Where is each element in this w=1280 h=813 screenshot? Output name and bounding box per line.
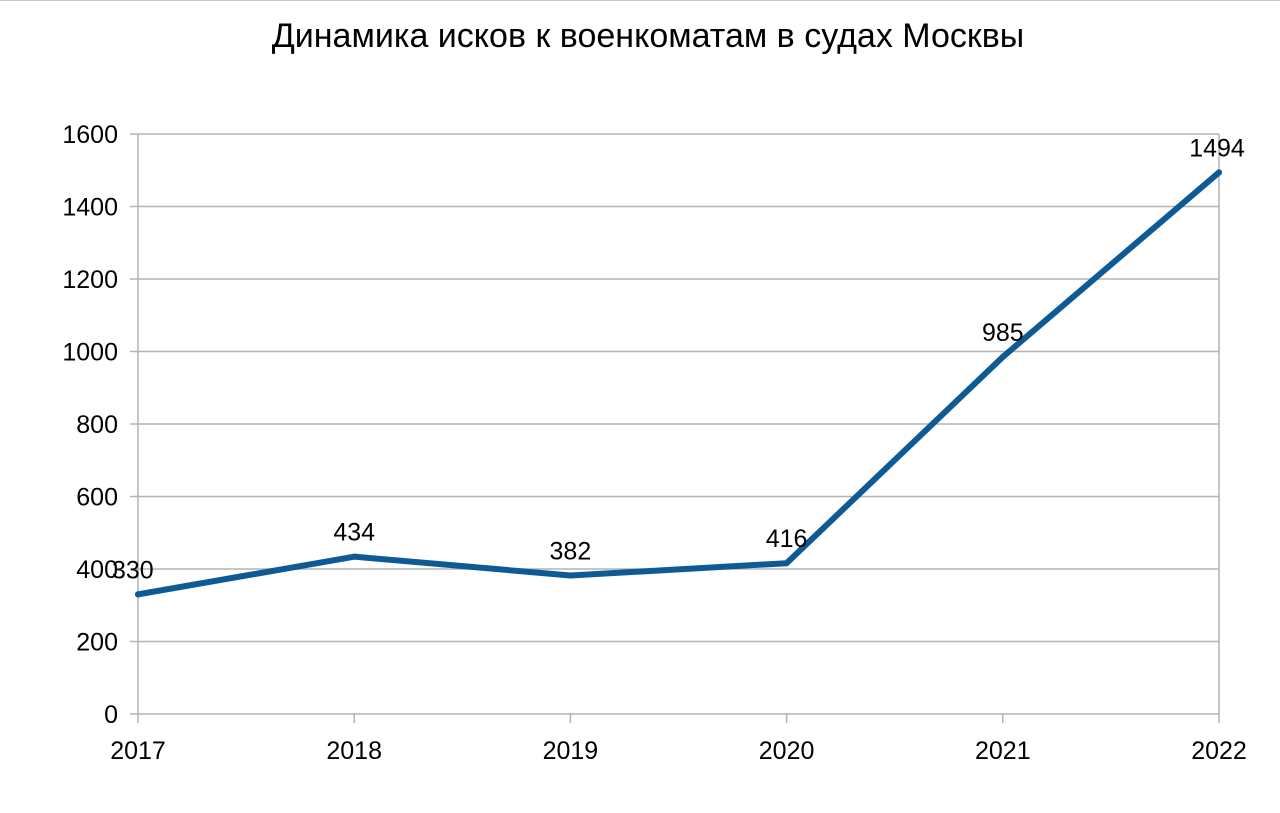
series-layer bbox=[135, 169, 1222, 598]
y-tick-label: 600 bbox=[76, 484, 118, 512]
y-tick-label: 800 bbox=[76, 411, 118, 439]
axes: 0 200 400 600 800 1000 1200 1400 1600 2017 2018 201… bbox=[62, 121, 1246, 765]
data-label: 382 bbox=[550, 538, 592, 566]
data-label: 434 bbox=[333, 519, 375, 547]
y-tick-label: 1200 bbox=[62, 266, 118, 294]
x-tick-label: 2019 bbox=[543, 737, 599, 765]
data-point bbox=[999, 353, 1006, 360]
data-labels: 330 434 382 416 985 1494 bbox=[112, 134, 1245, 584]
y-tick-label: 400 bbox=[76, 556, 118, 584]
x-tick-label: 2021 bbox=[975, 737, 1031, 765]
y-tick-label: 1000 bbox=[62, 339, 118, 367]
y-tick-label: 200 bbox=[76, 629, 118, 657]
x-tick-label: 2018 bbox=[326, 737, 382, 765]
y-tick-label: 0 bbox=[104, 701, 118, 729]
data-point bbox=[1216, 169, 1222, 176]
y-tick-label: 1600 bbox=[62, 121, 118, 149]
data-label: 330 bbox=[112, 556, 154, 584]
x-tick-label: 2020 bbox=[759, 737, 815, 765]
data-label: 416 bbox=[766, 525, 808, 553]
data-point bbox=[567, 572, 574, 579]
data-point bbox=[783, 560, 790, 567]
series-line-0 bbox=[135, 169, 1222, 598]
chart-title: Динамика исков к военкоматам в судах Мос… bbox=[271, 17, 1025, 55]
data-label: 1494 bbox=[1189, 134, 1245, 162]
data-label: 985 bbox=[982, 319, 1024, 347]
data-point bbox=[135, 591, 141, 598]
x-tick-label: 2017 bbox=[110, 737, 166, 765]
data-point bbox=[351, 553, 358, 560]
y-tick-label: 1400 bbox=[62, 194, 118, 222]
x-tick-label: 2022 bbox=[1191, 737, 1247, 765]
